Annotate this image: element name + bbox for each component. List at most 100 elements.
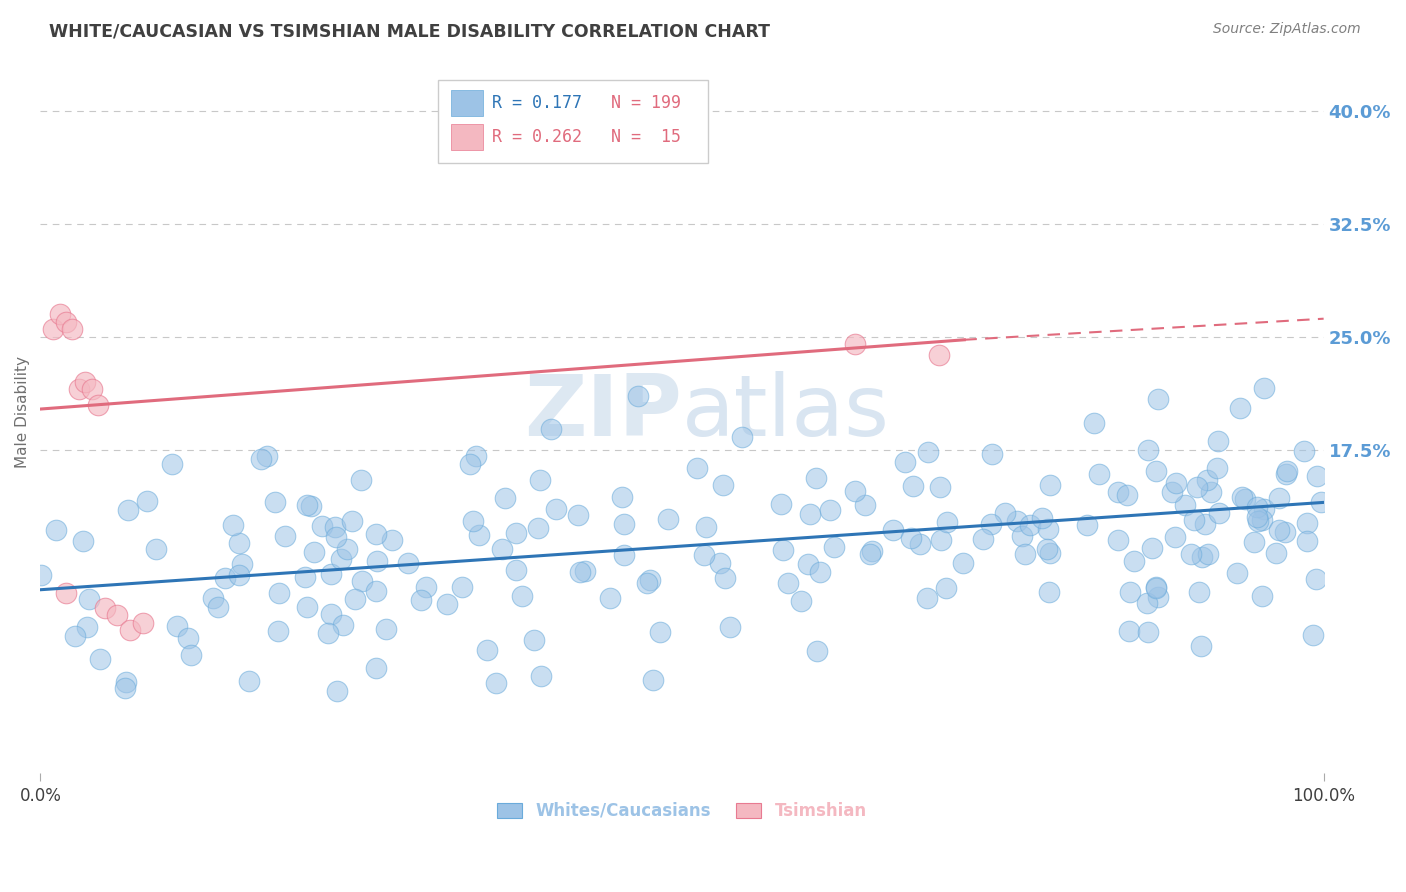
Point bbox=[844, 337, 866, 351]
Point bbox=[1136, 596, 1159, 610]
Point bbox=[451, 581, 474, 595]
Point bbox=[806, 644, 828, 658]
Point bbox=[177, 632, 200, 646]
Point bbox=[770, 497, 793, 511]
Point bbox=[238, 673, 260, 688]
Point bbox=[929, 533, 952, 548]
Point bbox=[1119, 584, 1142, 599]
Point bbox=[820, 502, 842, 516]
Point bbox=[42, 322, 65, 336]
Point bbox=[114, 681, 136, 695]
Point bbox=[207, 599, 229, 614]
Point bbox=[1243, 535, 1265, 549]
Point bbox=[972, 533, 994, 547]
Point bbox=[711, 477, 734, 491]
Point bbox=[1188, 584, 1211, 599]
Point bbox=[709, 556, 731, 570]
Point bbox=[1268, 523, 1291, 537]
Point bbox=[75, 375, 97, 389]
Point bbox=[859, 547, 882, 561]
Point bbox=[366, 527, 388, 541]
Point bbox=[475, 643, 498, 657]
Point bbox=[436, 597, 458, 611]
Point bbox=[657, 512, 679, 526]
Point bbox=[467, 527, 489, 541]
Point bbox=[799, 507, 821, 521]
Point bbox=[256, 449, 278, 463]
Point bbox=[1107, 533, 1129, 547]
Point bbox=[993, 507, 1015, 521]
Point bbox=[844, 483, 866, 498]
Text: R = 0.262: R = 0.262 bbox=[492, 128, 582, 145]
Point bbox=[350, 574, 373, 588]
Point bbox=[915, 591, 938, 605]
Point bbox=[1208, 506, 1230, 520]
Point bbox=[894, 455, 917, 469]
Point bbox=[166, 619, 188, 633]
Point bbox=[364, 584, 387, 599]
Point bbox=[311, 519, 333, 533]
Point bbox=[1039, 478, 1062, 492]
Point bbox=[1253, 381, 1275, 395]
Point bbox=[648, 624, 671, 639]
Point bbox=[1036, 542, 1059, 557]
Point bbox=[160, 458, 183, 472]
Point bbox=[1007, 514, 1029, 528]
Point bbox=[107, 608, 129, 623]
Point bbox=[695, 520, 717, 534]
Point bbox=[93, 600, 115, 615]
Point bbox=[1140, 541, 1163, 556]
Point bbox=[1118, 624, 1140, 638]
Point bbox=[936, 515, 959, 529]
Text: R = 0.177: R = 0.177 bbox=[492, 94, 582, 112]
Point bbox=[1137, 443, 1160, 458]
Bar bbox=[451, 90, 484, 116]
Point bbox=[1246, 500, 1268, 515]
Point bbox=[344, 592, 367, 607]
Point bbox=[1233, 491, 1256, 506]
Point bbox=[222, 518, 245, 533]
Point bbox=[1107, 485, 1129, 500]
Text: atlas: atlas bbox=[682, 370, 890, 453]
Point bbox=[396, 556, 419, 570]
Point bbox=[567, 508, 589, 522]
Point bbox=[1191, 550, 1213, 565]
Point bbox=[1230, 490, 1253, 504]
Point bbox=[1197, 547, 1219, 561]
Point bbox=[530, 669, 553, 683]
Point bbox=[267, 624, 290, 638]
Point bbox=[505, 564, 527, 578]
Point bbox=[264, 495, 287, 509]
Point bbox=[790, 593, 813, 607]
Point bbox=[87, 398, 110, 412]
Point bbox=[135, 493, 157, 508]
Point bbox=[613, 516, 636, 531]
Point bbox=[529, 474, 551, 488]
Point bbox=[1160, 485, 1182, 500]
Point bbox=[1274, 525, 1296, 540]
Point bbox=[636, 576, 658, 591]
Point bbox=[415, 580, 437, 594]
Point bbox=[505, 525, 527, 540]
Point bbox=[326, 684, 349, 698]
Point bbox=[79, 592, 101, 607]
Point bbox=[1302, 628, 1324, 642]
Point bbox=[980, 516, 1002, 531]
Point bbox=[228, 568, 250, 582]
Text: ZIP: ZIP bbox=[524, 370, 682, 453]
Point bbox=[526, 521, 548, 535]
Point bbox=[1144, 582, 1167, 596]
Point bbox=[30, 568, 52, 582]
Text: WHITE/CAUCASIAN VS TSIMSHIAN MALE DISABILITY CORRELATION CHART: WHITE/CAUCASIAN VS TSIMSHIAN MALE DISABI… bbox=[49, 22, 770, 40]
Point bbox=[510, 589, 533, 603]
Point bbox=[269, 586, 291, 600]
Point bbox=[1305, 572, 1327, 586]
Point bbox=[731, 430, 754, 444]
Point bbox=[806, 471, 828, 485]
Point bbox=[692, 548, 714, 562]
Point bbox=[1194, 517, 1216, 532]
Point bbox=[491, 542, 513, 557]
Point bbox=[714, 571, 737, 585]
Point bbox=[463, 514, 485, 528]
Point bbox=[1296, 516, 1319, 531]
